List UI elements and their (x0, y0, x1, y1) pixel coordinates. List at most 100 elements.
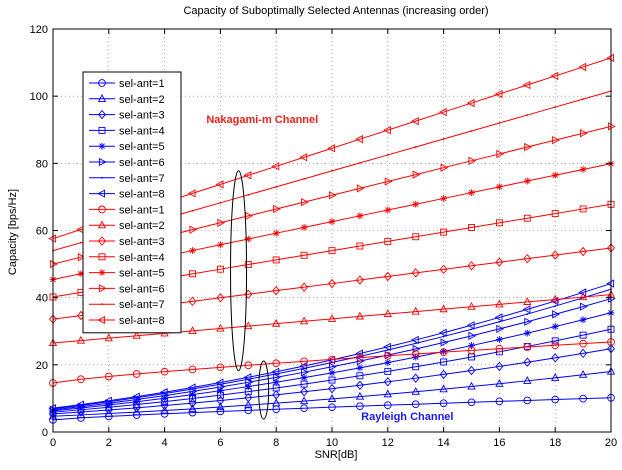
data-point (243, 373, 252, 382)
legend-entry: sel-ant=1 (89, 78, 165, 90)
data-point (188, 365, 197, 374)
y-tick-label: 120 (30, 24, 48, 36)
legend-label: sel-ant=6 (119, 157, 165, 169)
data-point (468, 331, 477, 340)
data-point (383, 342, 391, 352)
data-point (356, 356, 365, 366)
legend-entry: sel-ant=3 (89, 236, 165, 248)
series-line (52, 298, 612, 411)
data-point (272, 359, 281, 368)
data-point (410, 116, 419, 126)
data-point (440, 163, 449, 172)
legend-marker (97, 94, 107, 102)
data-point (414, 146, 417, 148)
data-point (299, 153, 308, 162)
data-point (300, 282, 309, 292)
data-point (523, 297, 532, 305)
legend-marker (101, 176, 103, 179)
data-point (606, 53, 615, 63)
legend-marker (98, 236, 106, 246)
data-point (551, 395, 560, 404)
data-point (495, 299, 504, 308)
data-point (384, 237, 392, 245)
data-point (578, 62, 587, 72)
data-point (551, 373, 560, 381)
group-ellipses: Nakagami-m Channel Rayleigh Channel (206, 114, 453, 423)
data-point (442, 335, 445, 338)
data-point (498, 320, 501, 323)
data-point (244, 383, 252, 390)
legend-marker (98, 79, 106, 87)
data-point (552, 136, 560, 145)
data-point (439, 384, 448, 393)
data-point (327, 355, 336, 365)
data-point (438, 328, 447, 337)
rayleigh-group-ellipse (258, 360, 270, 420)
data-point (271, 367, 280, 376)
legend-label: sel-ant=8 (119, 189, 165, 201)
data-point (411, 306, 420, 315)
data-point (439, 264, 448, 275)
data-point (384, 367, 392, 375)
data-point (412, 200, 420, 208)
data-point (551, 171, 559, 179)
data-point (80, 241, 82, 244)
data-point (48, 404, 57, 413)
data-point (243, 171, 252, 180)
data-point (496, 324, 505, 334)
series-line (52, 294, 612, 344)
data-point (495, 361, 504, 372)
data-point (552, 310, 560, 319)
data-point (328, 191, 337, 200)
data-point (383, 377, 392, 387)
data-point (580, 129, 588, 138)
data-point (579, 339, 587, 348)
data-point (328, 218, 336, 225)
data-point (551, 294, 560, 303)
data-point (359, 162, 361, 164)
legend-marker (98, 284, 107, 293)
legend-entry: sel-ant=6 (89, 157, 165, 169)
x-tick-label: 6 (217, 437, 223, 449)
data-point (215, 378, 224, 387)
series-nakagami-sel-ant=2 (48, 289, 616, 347)
x-axis-label: SNR[dB] (315, 449, 358, 461)
y-tick-label: 0 (42, 427, 48, 439)
data-point (579, 166, 587, 173)
x-tick-label: 16 (493, 437, 505, 449)
legend-entry: sel-ant=5 (89, 268, 165, 280)
data-point (244, 235, 252, 243)
data-point (551, 210, 559, 218)
data-point (328, 278, 336, 289)
data-point (439, 304, 448, 313)
data-point (356, 364, 364, 372)
data-point (383, 126, 391, 135)
legend-label: sel-ant=3 (119, 236, 165, 248)
legend-label: sel-ant=3 (119, 110, 165, 122)
data-point (272, 390, 281, 400)
data-point (495, 378, 504, 387)
legend-marker (98, 253, 106, 261)
data-point (187, 189, 196, 198)
data-point (187, 383, 196, 392)
data-point (160, 367, 169, 376)
data-point (216, 293, 225, 303)
data-point (188, 404, 197, 412)
data-point (411, 386, 420, 395)
data-point (412, 170, 421, 179)
data-point (76, 400, 84, 409)
legend-label: sel-ant=2 (119, 94, 165, 106)
data-point (244, 406, 253, 415)
data-point (470, 130, 473, 132)
data-point (383, 271, 392, 282)
data-point (495, 344, 504, 353)
data-point (355, 391, 365, 400)
data-point (356, 353, 364, 362)
data-point (303, 177, 305, 180)
data-point (579, 348, 588, 359)
series-line (52, 371, 612, 417)
data-point (160, 405, 169, 414)
data-point (132, 370, 141, 378)
data-point (244, 261, 252, 269)
x-tick-label: 0 (50, 437, 56, 449)
